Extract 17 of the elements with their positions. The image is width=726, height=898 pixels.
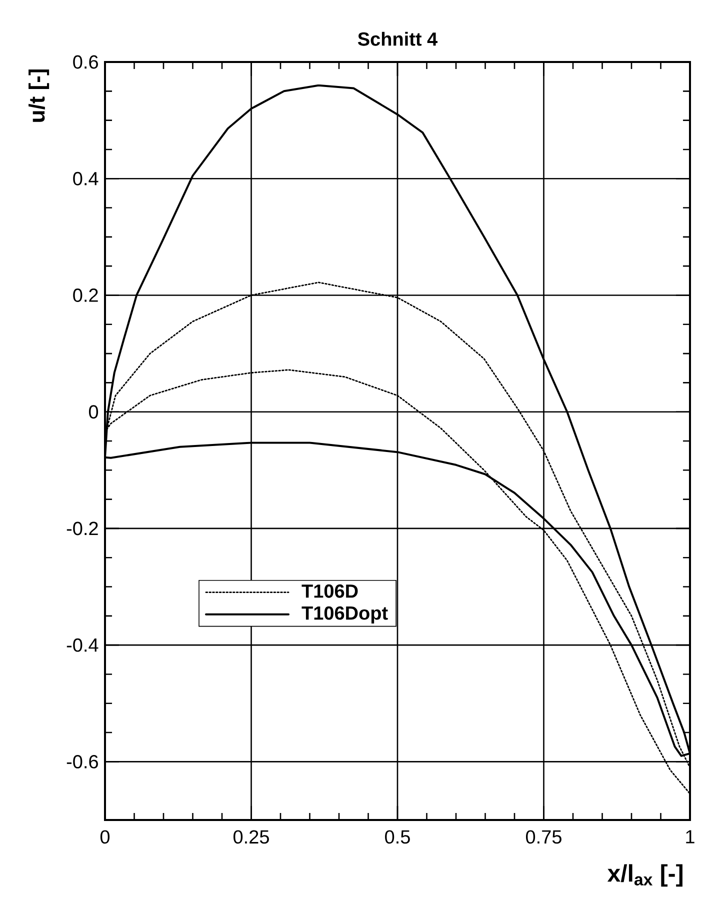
x-tick-label: 0.5 bbox=[385, 830, 410, 844]
y-tick-label: 0.4 bbox=[73, 172, 98, 186]
y-tick-label: 0.2 bbox=[73, 288, 98, 302]
x-tick-label: 1 bbox=[686, 830, 694, 844]
x-tick-label: 0.75 bbox=[526, 830, 562, 844]
y-tick-label: -0.6 bbox=[66, 754, 98, 768]
x-tick-label: 0 bbox=[100, 830, 110, 844]
y-tick-label: 0.6 bbox=[73, 55, 98, 69]
x-axis-title: x/l$_{ax}$ [-] bbox=[607, 864, 682, 887]
y-tick-label: -0.2 bbox=[66, 522, 98, 536]
legend-label: T106Dopt bbox=[302, 606, 388, 624]
x-tick-label: 0.25 bbox=[233, 830, 269, 844]
y-axis-title: u/t [-] bbox=[28, 69, 50, 122]
chart-title: Schnitt 4 bbox=[358, 32, 438, 46]
legend-label: T106D bbox=[302, 584, 358, 598]
y-tick-label: -0.4 bbox=[66, 638, 98, 652]
y-tick-label: 0 bbox=[88, 405, 98, 419]
